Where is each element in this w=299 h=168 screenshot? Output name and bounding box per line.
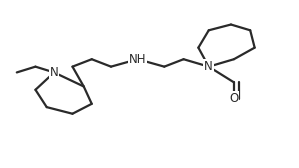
- Text: N: N: [205, 60, 213, 73]
- Text: NH: NH: [129, 53, 147, 66]
- Text: O: O: [229, 92, 239, 105]
- Text: N: N: [50, 66, 59, 79]
